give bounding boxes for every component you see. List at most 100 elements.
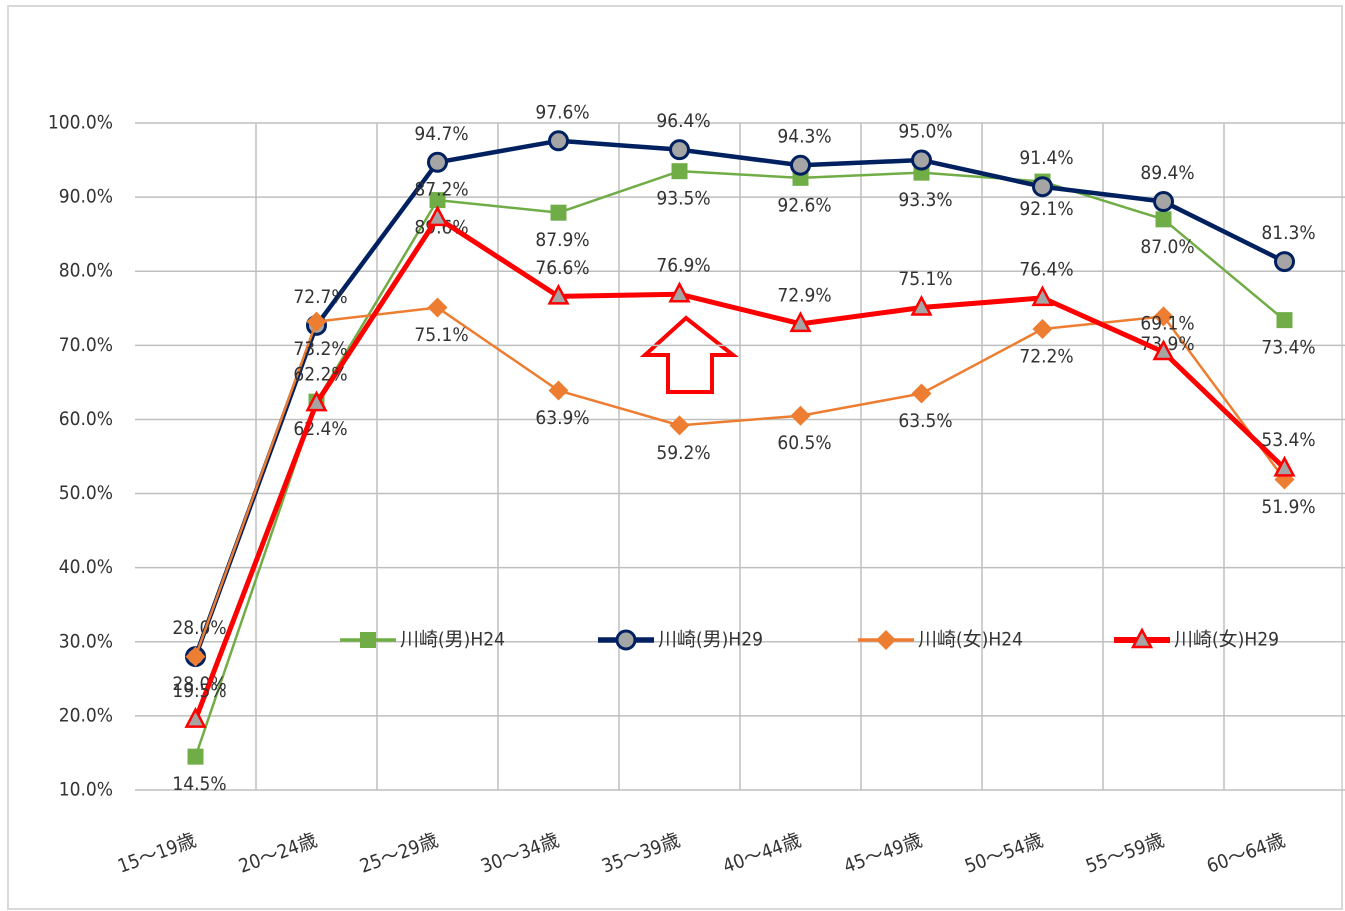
data-label: 14.5% (172, 773, 226, 795)
data-label: 19.5% (172, 680, 226, 702)
data-label: 92.1% (1019, 198, 1073, 220)
marker (548, 130, 569, 152)
marker (911, 383, 932, 404)
data-label: 62.2% (293, 364, 347, 386)
data-label: 93.5% (656, 188, 710, 210)
series-line (193, 138, 1286, 658)
marker (1152, 339, 1175, 361)
data-label: 91.4% (1019, 147, 1073, 169)
series: 28.0% 72.7% 94.7% 97.6% 96.4% 94.3% 95.0% 91.4%… (172, 101, 1316, 668)
data-label: 92.6% (777, 194, 831, 216)
data-label: 97.6% (535, 101, 589, 123)
marker (184, 706, 207, 728)
marker (1031, 285, 1054, 307)
marker (548, 380, 569, 401)
marker (185, 646, 206, 667)
marker (1032, 319, 1053, 340)
data-label: 94.3% (777, 126, 831, 148)
marker (1032, 176, 1053, 198)
data-label: 87.0% (1140, 236, 1194, 258)
data-label: 51.9% (1261, 496, 1315, 518)
marker (790, 405, 811, 426)
legend-entry: 川崎(男)H29 (598, 629, 763, 651)
data-label: 87.9% (535, 229, 589, 251)
marker (669, 139, 690, 161)
marker (615, 629, 637, 651)
data-label: 75.1% (414, 324, 468, 346)
legend-entry: 川崎(女)H24 (858, 629, 1023, 651)
data-label: 28.0% (172, 617, 226, 639)
y-tick-label: 70.0% (59, 334, 113, 356)
marker (305, 390, 328, 412)
legend-label: 川崎(女)H24 (918, 629, 1023, 651)
series-line (194, 169, 1286, 758)
data-label: 75.1% (898, 268, 952, 290)
marker (187, 748, 204, 765)
marker (1130, 627, 1154, 649)
y-tick-label: 40.0% (59, 556, 113, 578)
marker (1155, 211, 1172, 228)
marker (306, 311, 327, 332)
marker (789, 311, 812, 333)
marker (669, 415, 690, 436)
data-label: 81.3% (1261, 222, 1315, 244)
data-label: 53.4% (1261, 429, 1315, 451)
data-label: 76.4% (1019, 258, 1073, 280)
series-line (193, 215, 1287, 721)
data-label: 95.0% (898, 121, 952, 143)
y-tick-label: 50.0% (59, 482, 113, 504)
legend-label: 川崎(女)H29 (1174, 629, 1279, 651)
y-tick-label: 10.0% (59, 779, 113, 801)
marker (1153, 306, 1174, 327)
marker (1276, 312, 1293, 329)
marker (876, 630, 896, 650)
y-tick-label: 30.0% (59, 630, 113, 652)
marker (910, 294, 933, 316)
data-label: 72.9% (777, 284, 831, 306)
grid (135, 122, 1345, 791)
marker (426, 205, 449, 227)
data-label: 94.7% (414, 123, 468, 145)
marker (547, 283, 570, 305)
highlight-arrow (639, 315, 739, 394)
y-tick-label: 80.0% (59, 260, 113, 282)
marker (427, 297, 448, 318)
marker (911, 149, 932, 171)
data-label: 73.4% (1261, 337, 1315, 359)
data-label: 96.4% (656, 110, 710, 132)
data-label: 76.9% (656, 255, 710, 277)
data-label: 76.6% (535, 257, 589, 279)
legend-label: 川崎(男)H29 (658, 629, 763, 651)
data-label: 87.2% (414, 178, 468, 200)
marker (550, 204, 567, 221)
y-tick-label: 20.0% (59, 704, 113, 726)
marker (790, 154, 811, 176)
data-label: 63.5% (898, 410, 952, 432)
legend-label: 川崎(男)H24 (400, 629, 505, 651)
legend-entry: 川崎(男)H24 (340, 629, 505, 651)
data-label: 63.9% (535, 407, 589, 429)
marker (1274, 251, 1295, 273)
marker (1153, 191, 1174, 213)
y-tick-label: 100.0% (48, 112, 113, 134)
marker (668, 281, 691, 303)
marker (427, 151, 448, 173)
legend-entry: 川崎(女)H29 (1114, 627, 1279, 651)
data-label: 73.2% (293, 338, 347, 360)
data-label: 60.5% (777, 432, 831, 454)
data-label: 89.4% (1140, 162, 1194, 184)
data-label: 69.1% (1140, 313, 1194, 335)
series: 19.5% 62.2% 87.2% 76.6% 76.9% 72.9% 75.1% 76.4%… (172, 178, 1316, 728)
data-label: 59.2% (656, 442, 710, 464)
marker (671, 163, 688, 180)
y-tick-label: 60.0% (59, 408, 113, 430)
data-label: 72.7% (293, 286, 347, 308)
series: 14.5%62.4%89.6%87.9%93.5% 92.6% 93.3% 92.1%… (172, 163, 1316, 795)
data-label: 72.2% (1019, 346, 1073, 368)
marker (1273, 455, 1296, 477)
data-label: 93.3% (898, 189, 952, 211)
y-tick-label: 90.0% (59, 186, 113, 208)
marker (360, 632, 376, 648)
marker (429, 192, 446, 209)
